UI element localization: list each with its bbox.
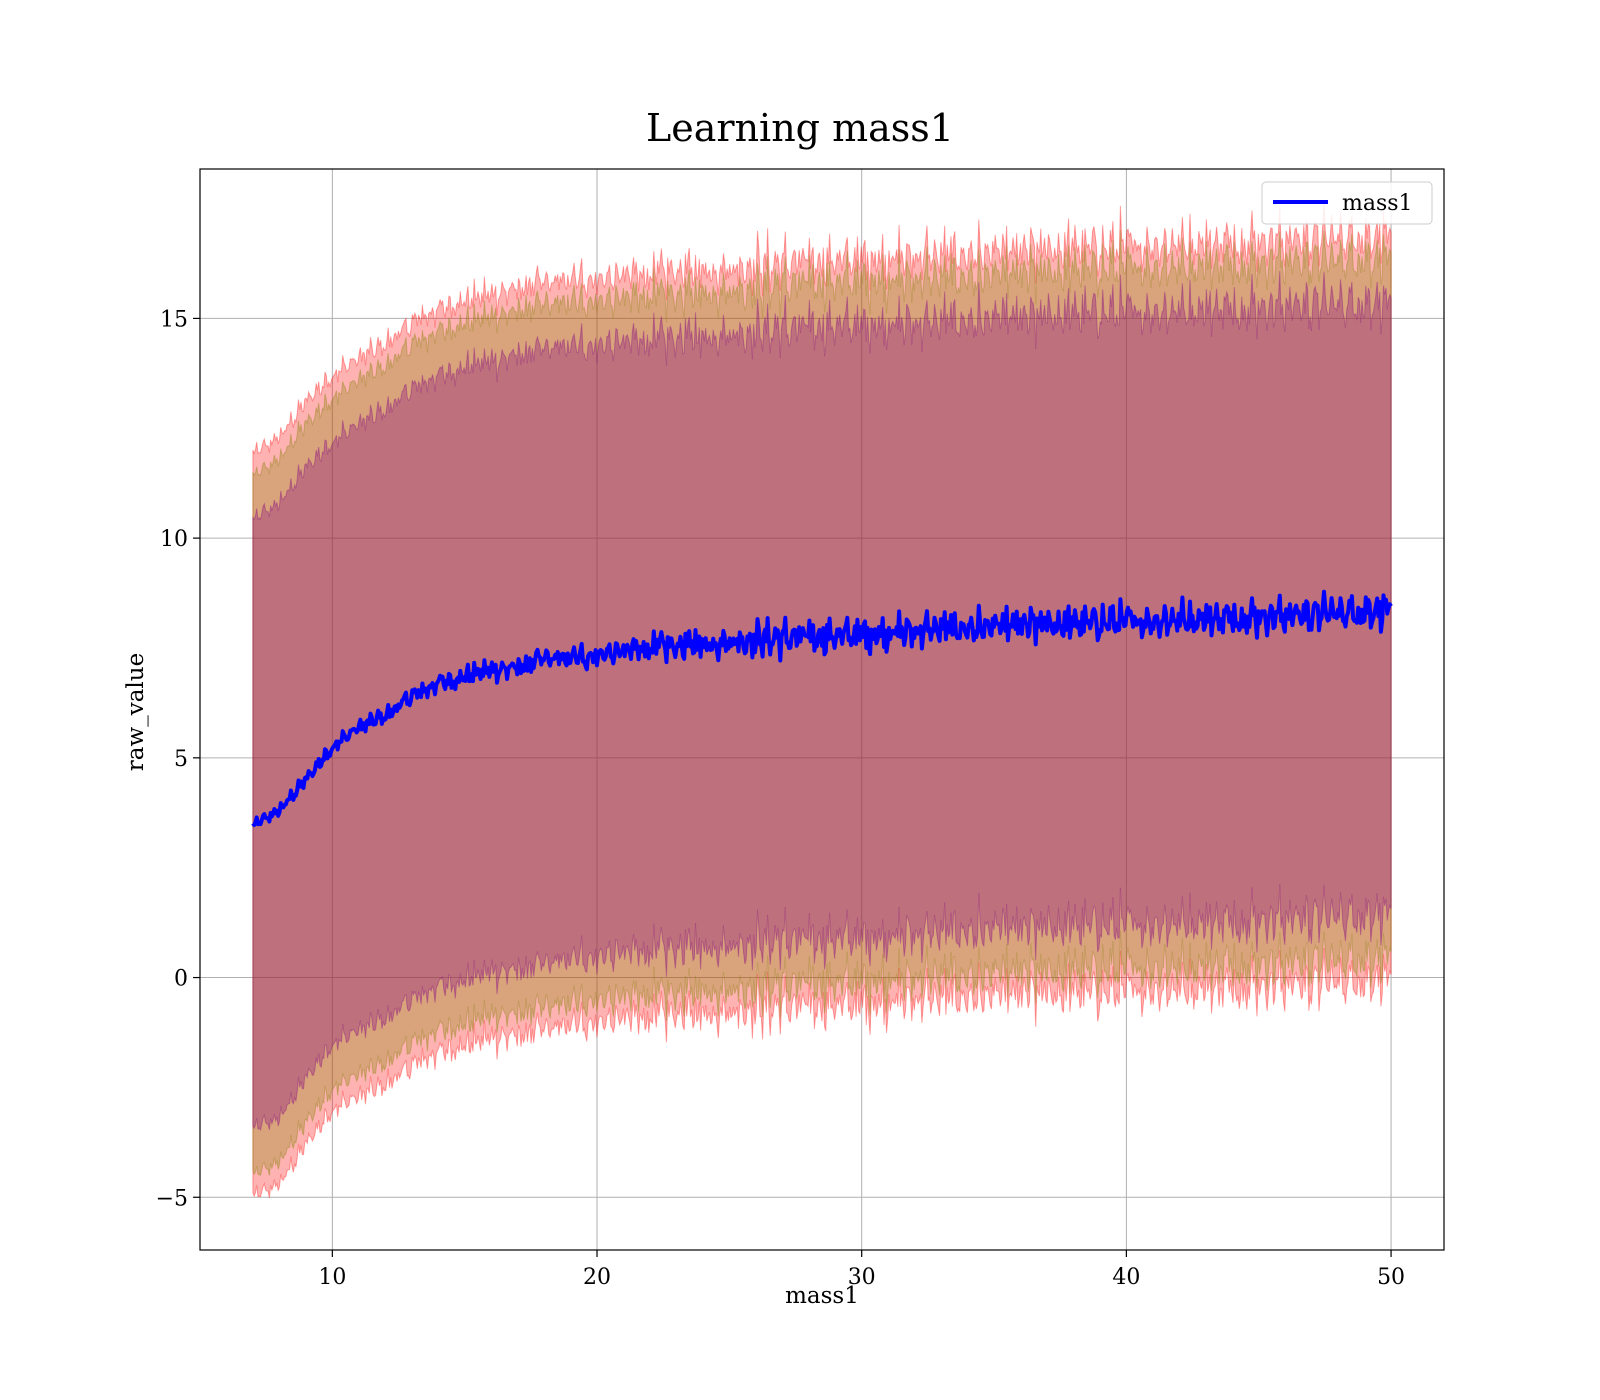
y-gridlines: [200, 317, 1444, 1198]
x-tick-label: 20: [583, 1265, 611, 1290]
x-tick-label: 50: [1377, 1265, 1405, 1290]
x-tick-label: 10: [318, 1265, 346, 1290]
x-axis-ticks: 10 20 30 40 50: [318, 1250, 1405, 1290]
y-tick-label: 5: [174, 747, 188, 772]
plot-area: [200, 169, 1444, 1250]
y-tick-label: 10: [160, 527, 188, 552]
y-tick-label: 15: [160, 307, 188, 332]
series-line-mass1: [251, 589, 1393, 827]
chart-title: Learning mass1: [646, 106, 954, 150]
y-tick-label: 0: [174, 967, 188, 992]
x-tick-label: 30: [848, 1265, 876, 1290]
legend-box: [1261, 181, 1433, 225]
plot-frame: [199, 168, 1445, 1251]
x-axis-label: mass1: [785, 1283, 859, 1309]
band-2: [252, 271, 1392, 1132]
legend: mass1: [1261, 181, 1433, 225]
legend-label-mass1: mass1: [1342, 191, 1413, 216]
band-0: [252, 203, 1392, 1199]
x-gridlines: [331, 169, 1392, 1250]
y-tick-label: −5: [156, 1186, 188, 1211]
band-1: [252, 230, 1392, 1177]
y-axis-label: raw_value: [123, 653, 149, 771]
x-tick-label: 40: [1112, 1265, 1140, 1290]
uncertainty-bands: [252, 203, 1392, 1199]
y-axis-ticks: −5 0 5 10 15: [156, 307, 200, 1211]
